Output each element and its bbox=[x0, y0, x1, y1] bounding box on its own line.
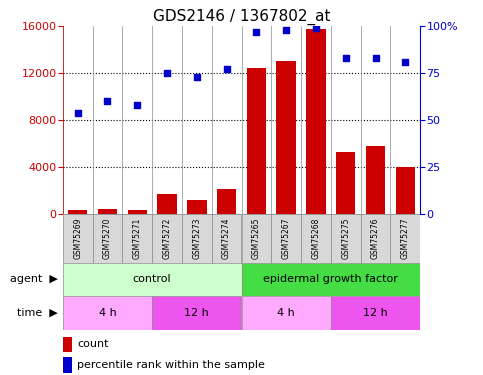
Point bbox=[401, 59, 409, 65]
Bar bbox=[242, 214, 271, 262]
Text: GSM75277: GSM75277 bbox=[401, 217, 410, 259]
Bar bbox=[276, 62, 296, 214]
Bar bbox=[271, 214, 301, 262]
Bar bbox=[331, 296, 420, 330]
Text: GSM75275: GSM75275 bbox=[341, 217, 350, 259]
Point bbox=[372, 55, 380, 61]
Bar bbox=[63, 262, 242, 296]
Text: count: count bbox=[77, 339, 109, 350]
Point bbox=[282, 27, 290, 33]
Text: epidermal growth factor: epidermal growth factor bbox=[263, 274, 398, 284]
Bar bbox=[68, 210, 87, 214]
Bar bbox=[331, 214, 361, 262]
Bar bbox=[306, 28, 326, 214]
Point bbox=[312, 25, 320, 31]
Bar bbox=[366, 146, 385, 214]
Text: GSM75274: GSM75274 bbox=[222, 217, 231, 259]
Bar bbox=[301, 214, 331, 262]
Bar bbox=[242, 296, 331, 330]
Point bbox=[342, 55, 350, 61]
Bar bbox=[128, 210, 147, 214]
Text: GSM75270: GSM75270 bbox=[103, 217, 112, 259]
Bar bbox=[122, 214, 152, 262]
Text: 4 h: 4 h bbox=[99, 308, 116, 318]
Point bbox=[223, 66, 230, 72]
Point bbox=[163, 70, 171, 76]
Bar bbox=[152, 296, 242, 330]
Bar bbox=[361, 214, 390, 262]
Text: 12 h: 12 h bbox=[185, 308, 209, 318]
Bar bbox=[63, 337, 71, 352]
Bar bbox=[187, 200, 207, 214]
Bar bbox=[93, 214, 122, 262]
Text: GSM75265: GSM75265 bbox=[252, 217, 261, 259]
Text: 12 h: 12 h bbox=[363, 308, 388, 318]
Bar bbox=[217, 189, 236, 214]
Point bbox=[253, 29, 260, 35]
Bar bbox=[152, 214, 182, 262]
Text: GSM75272: GSM75272 bbox=[163, 217, 171, 259]
Point bbox=[133, 102, 141, 108]
Text: GSM75276: GSM75276 bbox=[371, 217, 380, 259]
Text: GSM75268: GSM75268 bbox=[312, 217, 320, 259]
Text: GSM75267: GSM75267 bbox=[282, 217, 291, 259]
Point bbox=[104, 98, 112, 104]
Text: time  ▶: time ▶ bbox=[17, 308, 58, 318]
Text: GSM75271: GSM75271 bbox=[133, 217, 142, 259]
Text: percentile rank within the sample: percentile rank within the sample bbox=[77, 360, 265, 370]
Title: GDS2146 / 1367802_at: GDS2146 / 1367802_at bbox=[153, 9, 330, 25]
Bar bbox=[336, 152, 355, 214]
Bar bbox=[63, 214, 93, 262]
Bar bbox=[98, 209, 117, 214]
Bar bbox=[212, 214, 242, 262]
Text: 4 h: 4 h bbox=[277, 308, 295, 318]
Bar bbox=[63, 357, 71, 373]
Bar bbox=[182, 214, 212, 262]
Bar bbox=[63, 296, 152, 330]
Point bbox=[193, 74, 201, 80]
Text: GSM75269: GSM75269 bbox=[73, 217, 82, 259]
Text: agent  ▶: agent ▶ bbox=[10, 274, 58, 284]
Bar bbox=[390, 214, 420, 262]
Bar bbox=[157, 194, 177, 214]
Bar bbox=[396, 167, 415, 214]
Bar bbox=[247, 68, 266, 214]
Text: control: control bbox=[133, 274, 171, 284]
Text: GSM75273: GSM75273 bbox=[192, 217, 201, 259]
Bar bbox=[242, 262, 420, 296]
Point bbox=[74, 110, 82, 116]
